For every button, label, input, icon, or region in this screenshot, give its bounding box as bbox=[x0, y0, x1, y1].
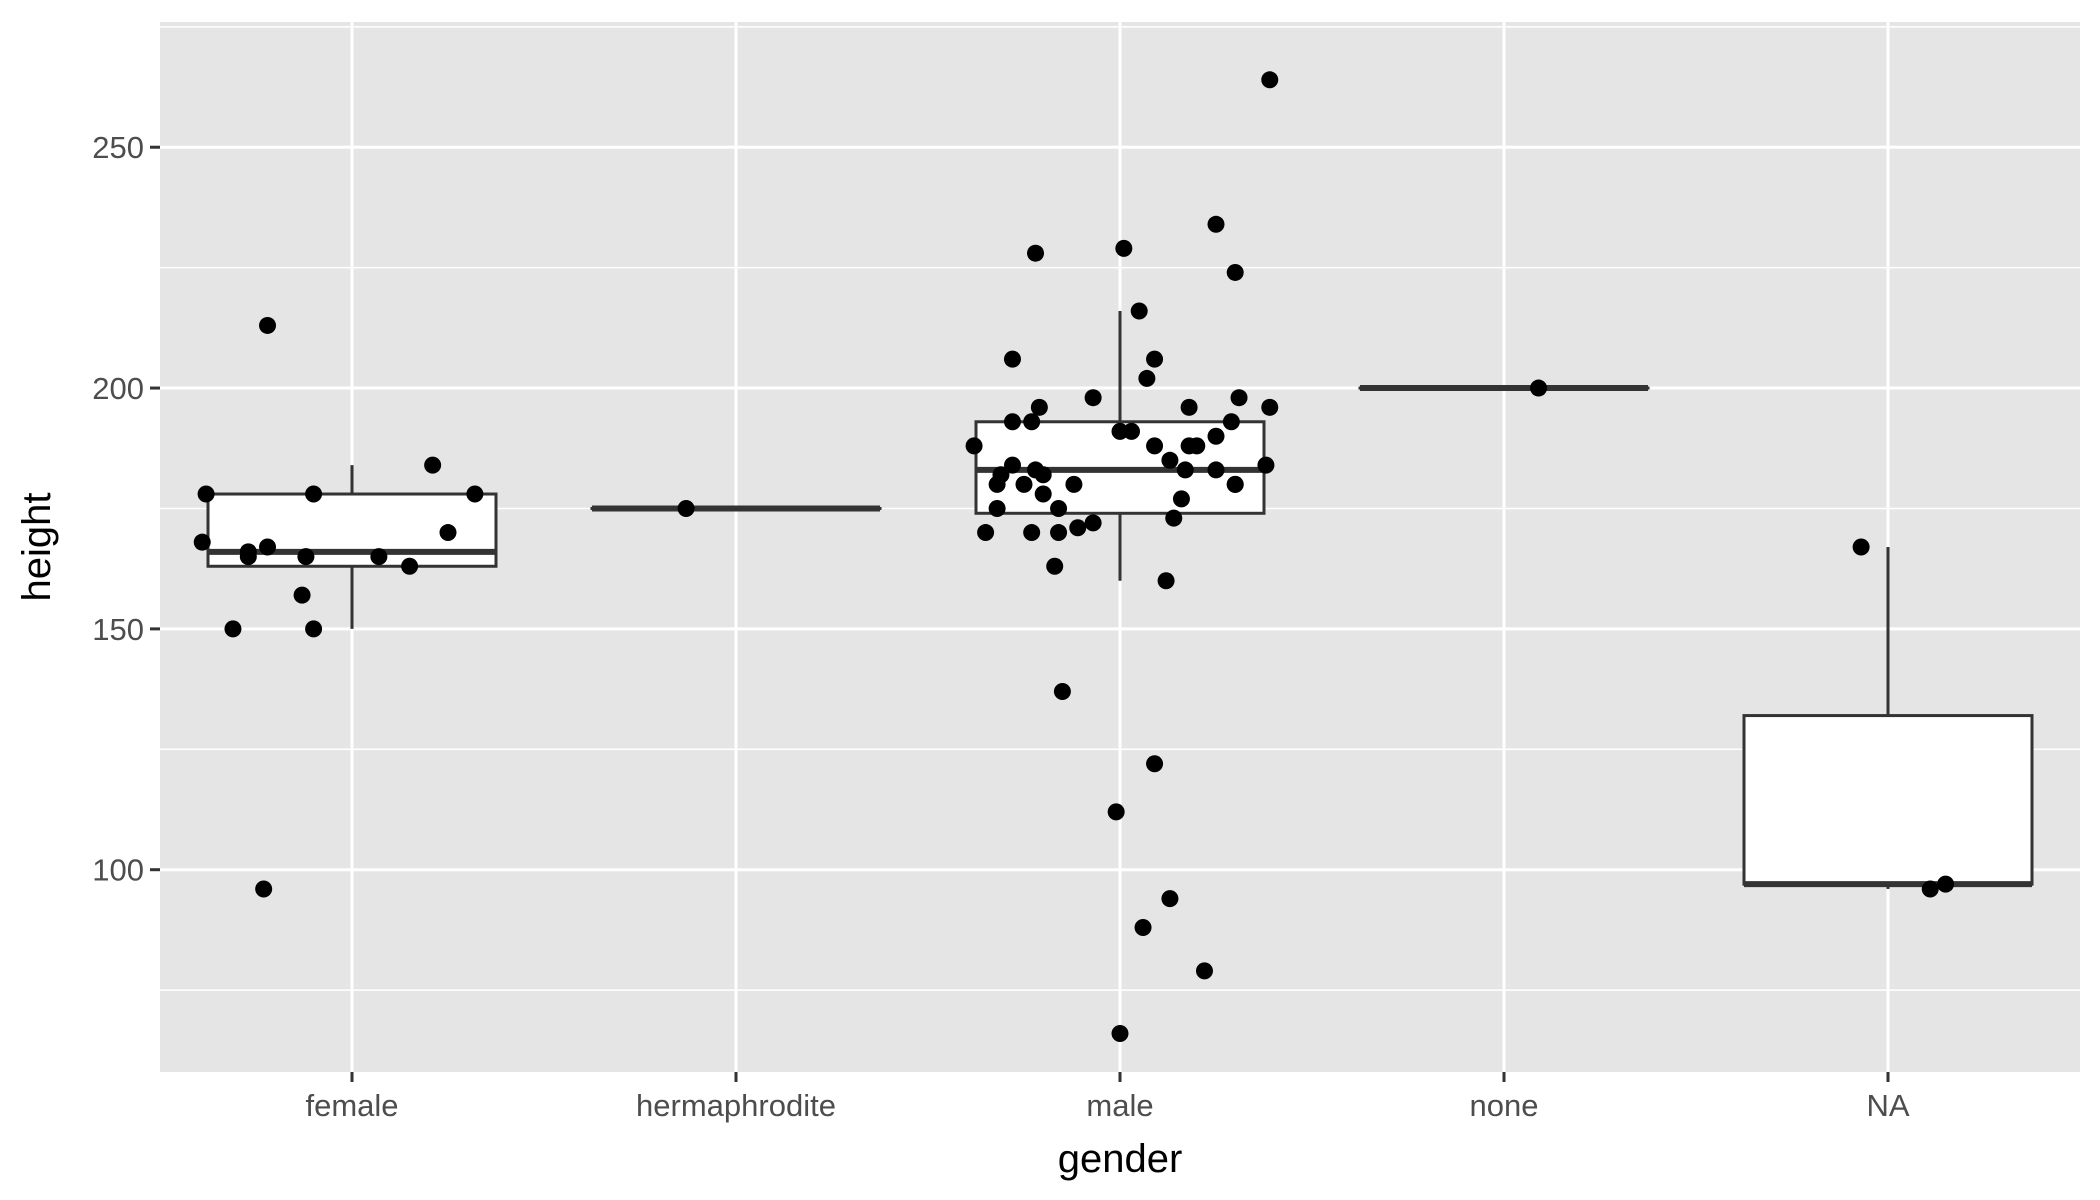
data-point bbox=[1003, 413, 1021, 431]
data-point bbox=[1030, 398, 1048, 416]
data-point bbox=[1176, 461, 1194, 479]
data-point bbox=[1207, 461, 1225, 479]
data-point bbox=[1226, 475, 1244, 493]
data-point bbox=[1138, 369, 1156, 387]
data-point bbox=[1165, 509, 1183, 527]
data-point bbox=[1084, 514, 1102, 532]
data-point bbox=[1134, 919, 1152, 937]
data-point bbox=[1195, 962, 1213, 980]
data-point bbox=[424, 456, 442, 474]
data-point bbox=[1084, 389, 1102, 407]
x-tick-label: male bbox=[1086, 1088, 1153, 1123]
data-point bbox=[1172, 490, 1190, 508]
data-point bbox=[297, 548, 315, 566]
x-axis-title: gender bbox=[1058, 1137, 1183, 1181]
data-point bbox=[1015, 475, 1033, 493]
data-point bbox=[439, 524, 457, 542]
data-point bbox=[1937, 875, 1955, 893]
data-point bbox=[1003, 350, 1021, 368]
data-point bbox=[988, 499, 1006, 517]
data-point bbox=[1053, 682, 1071, 700]
data-point bbox=[1180, 398, 1198, 416]
data-point bbox=[259, 316, 277, 334]
data-point bbox=[224, 620, 242, 638]
data-point bbox=[255, 880, 273, 898]
data-point bbox=[1146, 437, 1164, 455]
y-tick-label: 200 bbox=[92, 371, 144, 406]
box-body bbox=[1742, 714, 2034, 886]
data-point bbox=[1023, 524, 1041, 542]
data-point bbox=[1261, 71, 1279, 89]
data-point bbox=[1852, 538, 1870, 556]
data-point bbox=[1161, 890, 1179, 908]
data-point bbox=[1157, 572, 1175, 590]
data-point bbox=[1146, 755, 1164, 773]
data-point bbox=[401, 557, 419, 575]
data-point bbox=[1207, 215, 1225, 233]
data-point bbox=[1261, 398, 1279, 416]
data-point bbox=[1180, 437, 1198, 455]
data-point bbox=[466, 485, 484, 503]
data-point bbox=[1023, 413, 1041, 431]
box-NA bbox=[1742, 547, 2034, 889]
data-point bbox=[305, 485, 323, 503]
data-point bbox=[1230, 389, 1248, 407]
data-point bbox=[1027, 244, 1045, 262]
y-axis: 100 150 200 250 bbox=[92, 130, 160, 888]
data-point bbox=[1222, 413, 1240, 431]
data-point bbox=[293, 586, 311, 604]
data-point bbox=[193, 533, 211, 551]
data-point bbox=[1130, 302, 1148, 320]
data-point bbox=[677, 499, 695, 517]
x-tick-label: none bbox=[1470, 1088, 1539, 1123]
data-point bbox=[1034, 485, 1052, 503]
y-axis-title: height bbox=[15, 493, 59, 602]
data-point bbox=[1207, 427, 1225, 445]
data-point bbox=[1050, 524, 1068, 542]
data-point bbox=[1530, 379, 1548, 397]
x-tick-label: NA bbox=[1866, 1088, 1909, 1123]
data-point bbox=[1046, 557, 1064, 575]
y-tick-label: 100 bbox=[92, 853, 144, 888]
data-point bbox=[197, 485, 215, 503]
data-point bbox=[370, 548, 388, 566]
data-point bbox=[988, 475, 1006, 493]
data-point bbox=[1050, 499, 1068, 517]
data-point bbox=[1146, 350, 1164, 368]
data-point bbox=[1161, 451, 1179, 469]
x-tick-label: female bbox=[305, 1088, 398, 1123]
x-tick-label: hermaphrodite bbox=[636, 1088, 836, 1123]
x-axis: female hermaphrodite male none NA bbox=[305, 1072, 1910, 1123]
data-point bbox=[1107, 803, 1125, 821]
data-point bbox=[1115, 239, 1133, 257]
data-point bbox=[1111, 422, 1129, 440]
data-point bbox=[1003, 456, 1021, 474]
data-point bbox=[1065, 475, 1083, 493]
data-point bbox=[1257, 456, 1275, 474]
data-point bbox=[239, 548, 257, 566]
data-point bbox=[305, 620, 323, 638]
data-point bbox=[1034, 466, 1052, 484]
data-point bbox=[1069, 519, 1087, 537]
data-point bbox=[1921, 880, 1939, 898]
data-point bbox=[259, 538, 277, 556]
data-point bbox=[977, 524, 995, 542]
data-points bbox=[193, 71, 1955, 1042]
data-point bbox=[965, 437, 983, 455]
data-point bbox=[1111, 1024, 1129, 1042]
y-tick-label: 250 bbox=[92, 130, 144, 165]
y-tick-label: 150 bbox=[92, 612, 144, 647]
data-point bbox=[1226, 263, 1244, 281]
